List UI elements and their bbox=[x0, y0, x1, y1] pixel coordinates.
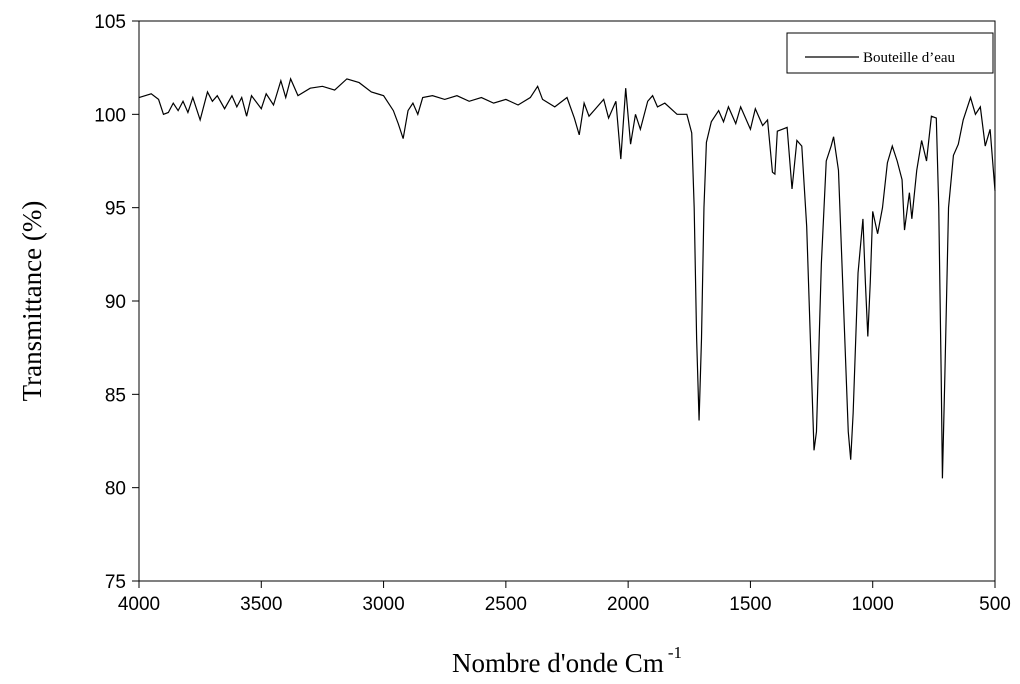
y-tick-label: 100 bbox=[94, 105, 126, 126]
x-axis-label: Nombre d'onde Cm -1 bbox=[452, 643, 682, 678]
y-tick-label: 85 bbox=[105, 385, 126, 406]
y-tick-label: 90 bbox=[105, 292, 126, 313]
y-tick-label: 80 bbox=[105, 479, 126, 500]
x-tick-label: 2500 bbox=[485, 594, 527, 615]
y-tick-label: 105 bbox=[94, 12, 126, 33]
y-tick-label: 95 bbox=[105, 199, 126, 220]
legend-label: Bouteille d’eau bbox=[863, 50, 956, 66]
y-axis-label: Transmittance (%) bbox=[17, 201, 47, 402]
legend-box bbox=[786, 32, 994, 74]
x-tick-label: 4000 bbox=[118, 594, 160, 615]
x-axis-label-sup: -1 bbox=[668, 643, 682, 662]
x-tick-label: 3500 bbox=[240, 594, 282, 615]
y-tick-label: 75 bbox=[105, 572, 126, 593]
x-tick-label: 2000 bbox=[607, 594, 649, 615]
x-axis-label-text: Nombre d'onde Cm bbox=[452, 648, 664, 678]
x-tick-label: 1500 bbox=[729, 594, 771, 615]
x-tick-label: 1000 bbox=[852, 594, 894, 615]
x-tick-label: 500 bbox=[979, 594, 1011, 615]
x-tick-label: 3000 bbox=[362, 594, 404, 615]
spectrum-line bbox=[138, 77, 996, 479]
